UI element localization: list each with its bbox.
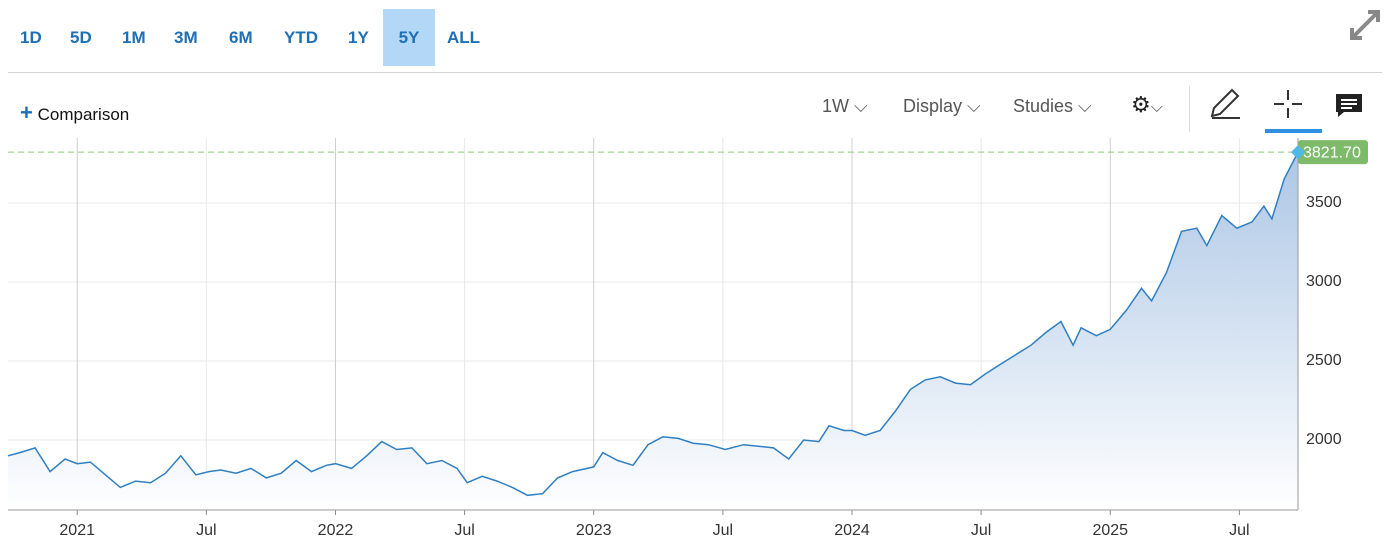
x-tick-label: 2025 — [1092, 522, 1128, 539]
last-price-label: 3821.70 — [1303, 144, 1361, 161]
range-button[interactable]: 5Y — [383, 9, 435, 66]
comparison-button[interactable]: + Comparison — [20, 100, 130, 125]
y-tick-label: 2500 — [1306, 352, 1342, 369]
x-tick-label: 2021 — [59, 522, 95, 539]
expand-icon[interactable] — [1346, 6, 1384, 44]
interval-button[interactable]: 1W ⌵ — [822, 96, 868, 116]
interval-label: 1W — [822, 96, 849, 116]
range-button[interactable]: 5D — [70, 28, 92, 47]
draw-icon[interactable] — [1208, 88, 1244, 120]
last-price-marker — [1291, 145, 1305, 160]
range-button[interactable]: 1Y — [348, 28, 369, 47]
separator — [1189, 86, 1190, 132]
range-button[interactable]: 1M — [122, 28, 146, 47]
x-tick-label: 2023 — [576, 522, 612, 539]
y-tick-label: 2000 — [1306, 431, 1342, 448]
x-tick-label: 2024 — [834, 522, 870, 539]
price-line — [7, 151, 1299, 497]
area — [8, 152, 1298, 510]
studies-label: Studies — [1013, 96, 1074, 116]
range-button[interactable]: 6M — [229, 28, 253, 47]
display-label: Display — [903, 96, 963, 116]
display-button[interactable]: Display ⌵ — [903, 96, 981, 116]
crosshair-icon[interactable] — [1272, 88, 1304, 120]
comment-icon[interactable] — [1334, 92, 1364, 118]
x-tick-label: Jul — [1229, 522, 1249, 539]
y-tick-label: 3500 — [1306, 194, 1342, 211]
settings-button[interactable]: ⚙⌵ — [1131, 92, 1163, 117]
x-tick-label: Jul — [454, 522, 474, 539]
last-price-box — [1298, 140, 1368, 165]
range-button[interactable]: 1D — [20, 28, 42, 47]
studies-button[interactable]: Studies ⌵ — [1013, 96, 1092, 116]
active-tool-indicator — [1265, 129, 1322, 133]
range-button[interactable]: YTD — [284, 28, 318, 47]
divider — [8, 72, 1382, 73]
x-tick-label: Jul — [196, 522, 216, 539]
x-tick-label: 2022 — [318, 522, 354, 539]
range-button[interactable]: 3M — [174, 28, 198, 47]
x-tick-label: Jul — [713, 522, 733, 539]
y-tick-label: 3000 — [1306, 273, 1342, 290]
x-tick-label: Jul — [971, 522, 991, 539]
range-button[interactable]: ALL — [447, 28, 481, 47]
comparison-label: Comparison — [37, 105, 130, 124]
